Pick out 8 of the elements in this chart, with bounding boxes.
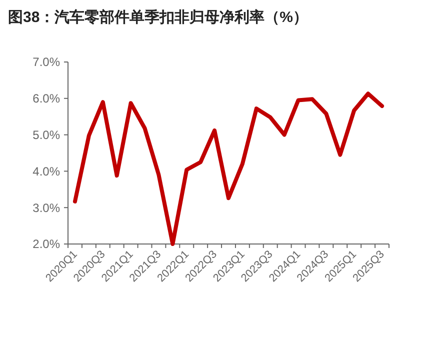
y-tick-label: 4.0% xyxy=(32,164,60,178)
line-series xyxy=(72,92,384,246)
y-tick-label: 7.0% xyxy=(32,55,60,70)
y-tick-label: 2.0% xyxy=(32,237,60,252)
y-tick-label: 6.0% xyxy=(32,92,60,106)
y-tick-label: 3.0% xyxy=(32,200,60,215)
y-tick-label: 5.0% xyxy=(32,128,60,142)
chart-title: 图38：汽车零部件单季扣非归母净利率（%） xyxy=(8,8,308,26)
